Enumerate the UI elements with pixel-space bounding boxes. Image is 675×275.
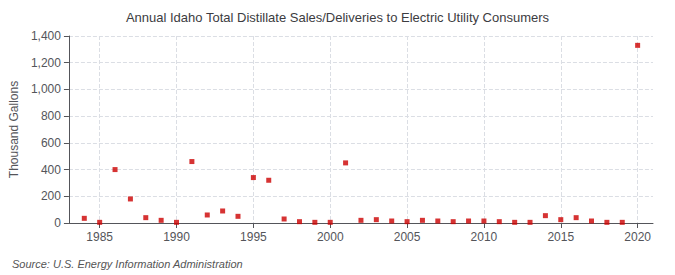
svg-text:1,200: 1,200 <box>31 56 61 70</box>
svg-text:1,000: 1,000 <box>31 82 61 96</box>
svg-text:400: 400 <box>41 163 61 177</box>
svg-text:Annual Idaho Total Distillate: Annual Idaho Total Distillate Sales/Deli… <box>126 10 550 25</box>
svg-text:2010: 2010 <box>471 230 498 244</box>
svg-text:800: 800 <box>41 109 61 123</box>
svg-text:Source: U.S. Energy Informatio: Source: U.S. Energy Information Administ… <box>12 258 243 270</box>
svg-text:2000: 2000 <box>317 230 344 244</box>
svg-text:1995: 1995 <box>240 230 267 244</box>
svg-text:600: 600 <box>41 136 61 150</box>
svg-text:0: 0 <box>54 216 61 230</box>
svg-text:2015: 2015 <box>547 230 574 244</box>
svg-text:200: 200 <box>41 189 61 203</box>
svg-text:1990: 1990 <box>163 230 190 244</box>
svg-text:1,400: 1,400 <box>31 29 61 43</box>
svg-text:1985: 1985 <box>86 230 113 244</box>
svg-text:2005: 2005 <box>394 230 421 244</box>
svg-text:Thousand Gallons: Thousand Gallons <box>7 81 21 178</box>
svg-text:2020: 2020 <box>624 230 651 244</box>
